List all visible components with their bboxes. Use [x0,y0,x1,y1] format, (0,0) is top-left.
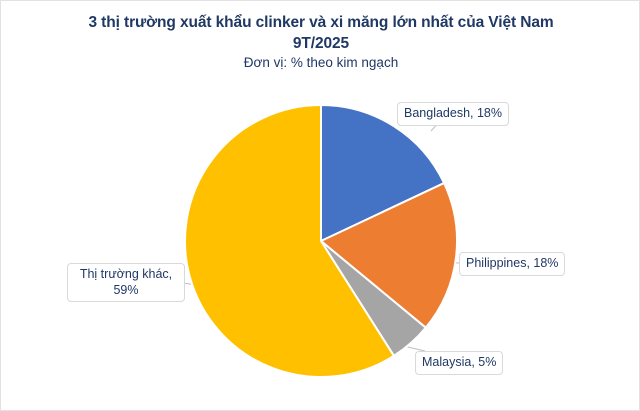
chart-subtitle: Đơn vị: % theo kim ngạch [243,55,399,70]
pie-slice-thị-trường-khác [184,103,396,378]
chart-title-line-2: 9T/2025 [292,34,350,52]
pie-slice-bangladesh [320,103,446,243]
data-label-malaysia: Malaysia, 5% [415,351,504,375]
data-label-philippines: Philippines, 18% [459,252,566,276]
pie-slices [184,103,458,378]
pie-slice-philippines [319,181,458,330]
chart-title-line-1: 3 thị trường xuất khẩu clinker và xi măn… [88,14,554,31]
chart-title: 3 thị trường xuất khẩu clinker và xi măn… [61,13,581,55]
data-label-other-markets: Thị trường khác, 59% [67,263,185,303]
data-label-bangladesh: Bangladesh, 18% [397,102,509,126]
data-label-other-markets-line-1: Thị trường khác, [79,267,173,281]
data-label-other-markets-line-2: 59% [113,282,139,297]
